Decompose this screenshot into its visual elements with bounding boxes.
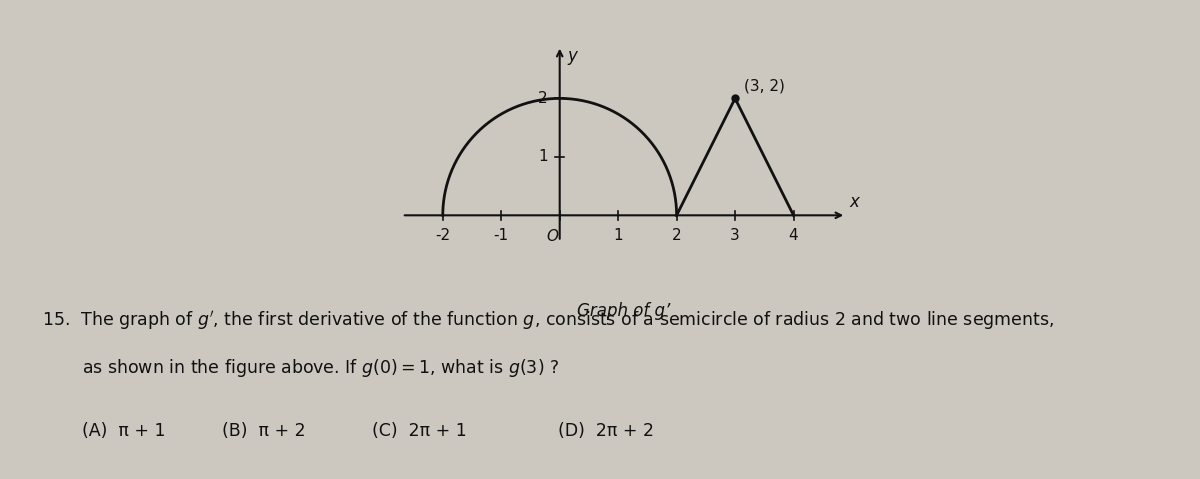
Text: (C)  2π + 1: (C) 2π + 1 [372,422,467,440]
Text: (A)  π + 1: (A) π + 1 [82,422,166,440]
Text: -1: -1 [493,228,509,243]
Text: 1: 1 [613,228,623,243]
Text: 1: 1 [539,149,548,164]
Text: (D)  2π + 2: (D) 2π + 2 [558,422,654,440]
Text: 2: 2 [672,228,682,243]
Text: $x$: $x$ [850,193,862,211]
Text: Graph of g’: Graph of g’ [577,302,671,320]
Text: -2: -2 [436,228,450,243]
Text: 3: 3 [731,228,740,243]
Text: 4: 4 [788,228,798,243]
Text: (B)  π + 2: (B) π + 2 [222,422,306,440]
Text: as shown in the figure above. If $g(0) = 1$, what is $g(3)$ ?: as shown in the figure above. If $g(0) =… [82,357,559,379]
Text: (3, 2): (3, 2) [744,79,785,94]
Text: 2: 2 [539,91,548,106]
Text: $O$: $O$ [546,228,559,244]
Text: $y$: $y$ [566,49,580,67]
Text: 15.  The graph of $g'$, the first derivative of the function $g$, consists of a : 15. The graph of $g'$, the first derivat… [42,309,1054,332]
